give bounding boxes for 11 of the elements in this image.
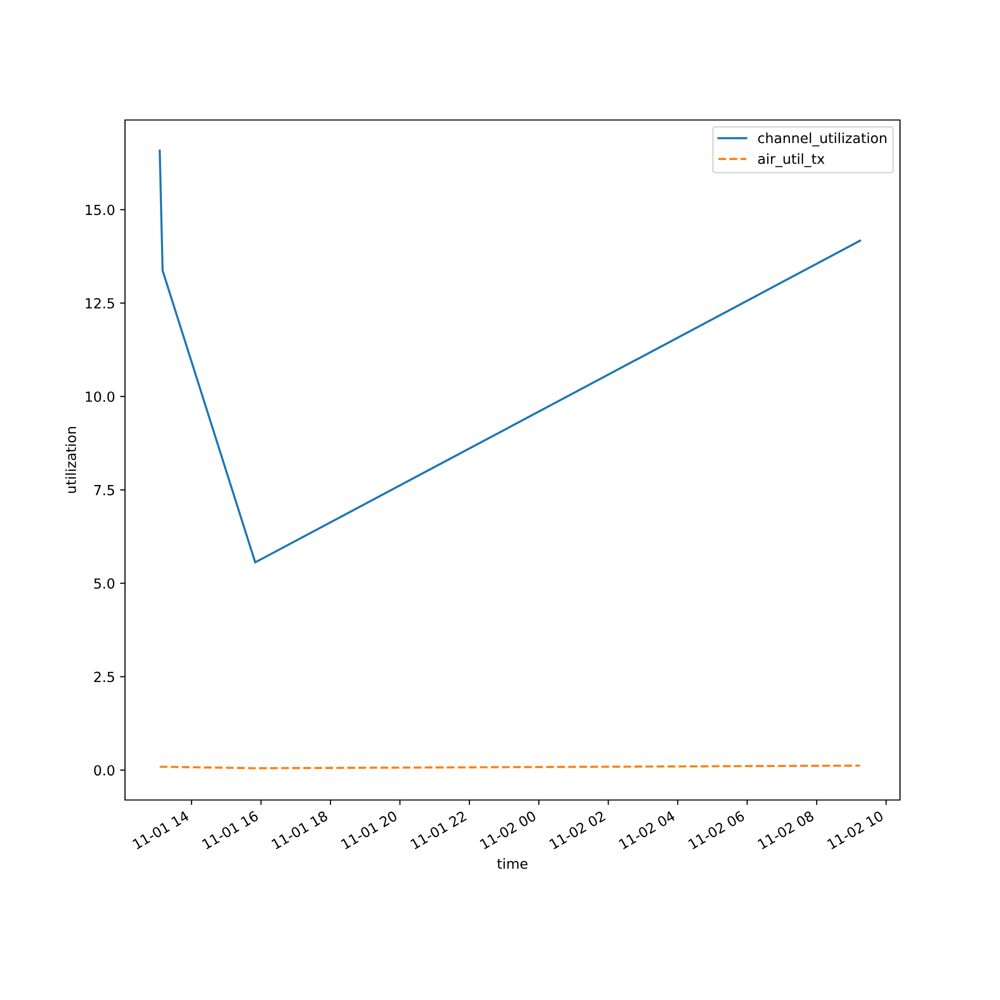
y-tick-label: 7.5	[94, 485, 114, 496]
legend-label: air_util_tx	[758, 153, 825, 168]
y-axis-title: utilization	[65, 427, 76, 493]
x-axis-title: time	[497, 858, 528, 869]
legend-label: channel_utilization	[758, 132, 886, 146]
y-tick-label: 0.0	[94, 765, 114, 776]
y-tick-label: 10.0	[86, 391, 114, 402]
y-tick-label: 15.0	[86, 204, 114, 216]
y-tick-label: 12.5	[86, 298, 114, 309]
y-tick-label: 5.0	[94, 578, 114, 589]
y-tick-label: 2.5	[94, 672, 114, 682]
